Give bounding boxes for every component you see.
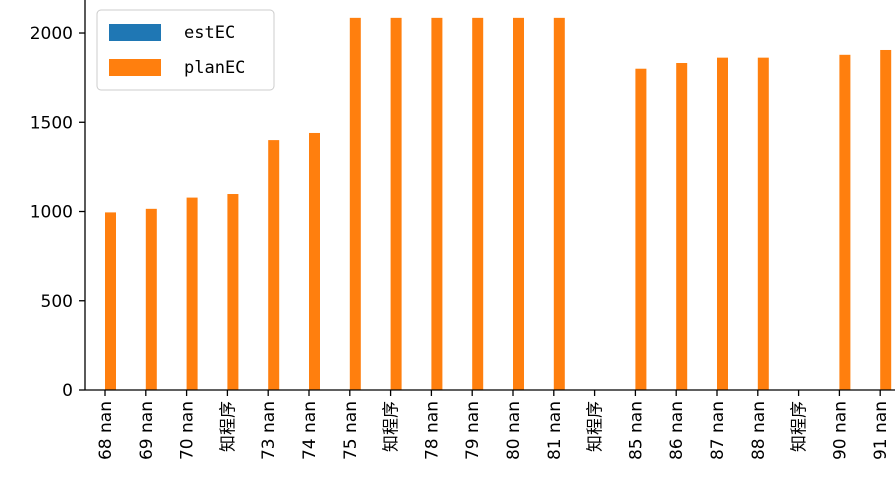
legend: estEC planEC <box>96 9 275 91</box>
y-tick-label: 2000 <box>30 24 73 44</box>
bar-planEC-13 <box>635 68 647 390</box>
x-ticks-layer: 68 nan 69 nan 70 nan 知程序 73 nan 74 nan 75 nan 知… <box>96 390 891 460</box>
bar-planEC-16 <box>757 57 769 391</box>
bar-planEC-9 <box>472 17 484 390</box>
axes-layer <box>84 0 895 391</box>
bar-planEC-7 <box>390 17 402 390</box>
x-tick-label: 87 nan <box>708 401 728 460</box>
legend-label-estEC: estEC <box>184 23 235 43</box>
x-tick-label: 90 nan <box>830 401 850 460</box>
bar-planEC-8 <box>431 17 443 390</box>
bar-planEC-1 <box>145 208 157 390</box>
y-tick-label: 1500 <box>30 113 73 133</box>
x-tick-label: 73 nan <box>259 401 279 460</box>
y-ticks-layer: 0 500 1000 1500 2000 <box>30 24 85 401</box>
bar-planEC-11 <box>553 17 565 390</box>
x-tick-label: 69 nan <box>137 401 157 460</box>
bar-planEC-3 <box>227 194 239 390</box>
y-tick-label: 0 <box>62 381 73 401</box>
y-tick-label: 1000 <box>30 203 73 223</box>
x-tick-label: 知程序 <box>218 401 238 452</box>
bar-planEC-19 <box>880 49 892 390</box>
bar-planEC-0 <box>105 212 116 390</box>
x-tick-label: 86 nan <box>667 401 687 460</box>
x-tick-label: 81 nan <box>545 401 565 460</box>
legend-label-planEC: planEC <box>184 58 245 78</box>
x-tick-label: 70 nan <box>178 401 198 460</box>
x-tick-label: 74 nan <box>300 401 320 460</box>
x-tick-label: 75 nan <box>341 401 361 460</box>
x-tick-label: 88 nan <box>749 401 769 460</box>
bar-planEC-14 <box>676 63 688 390</box>
x-tick-label: 91 nan <box>871 401 891 460</box>
legend-frame <box>96 9 275 91</box>
x-tick-label: 79 nan <box>463 401 483 460</box>
bar-planEC-4 <box>268 140 280 390</box>
bar-planEC-18 <box>839 54 851 391</box>
y-tick-label: 500 <box>41 292 73 312</box>
x-tick-label: 知程序 <box>382 401 402 452</box>
x-tick-label: 知程序 <box>790 401 810 452</box>
bar-planEC-5 <box>309 132 320 390</box>
bar-planEC-2 <box>186 197 198 390</box>
bars-layer <box>105 17 892 391</box>
x-tick-label: 85 nan <box>626 401 646 460</box>
legend-swatch-estEC <box>109 24 161 41</box>
bar-planEC-6 <box>349 17 361 390</box>
bar-planEC-15 <box>717 57 728 391</box>
legend-swatch-planEC <box>109 59 161 76</box>
x-tick-label: 68 nan <box>96 401 116 460</box>
x-tick-label: 80 nan <box>504 401 524 460</box>
x-tick-label: 78 nan <box>422 401 442 460</box>
bar-planEC-10 <box>513 17 524 390</box>
x-tick-label: 知程序 <box>586 401 606 452</box>
